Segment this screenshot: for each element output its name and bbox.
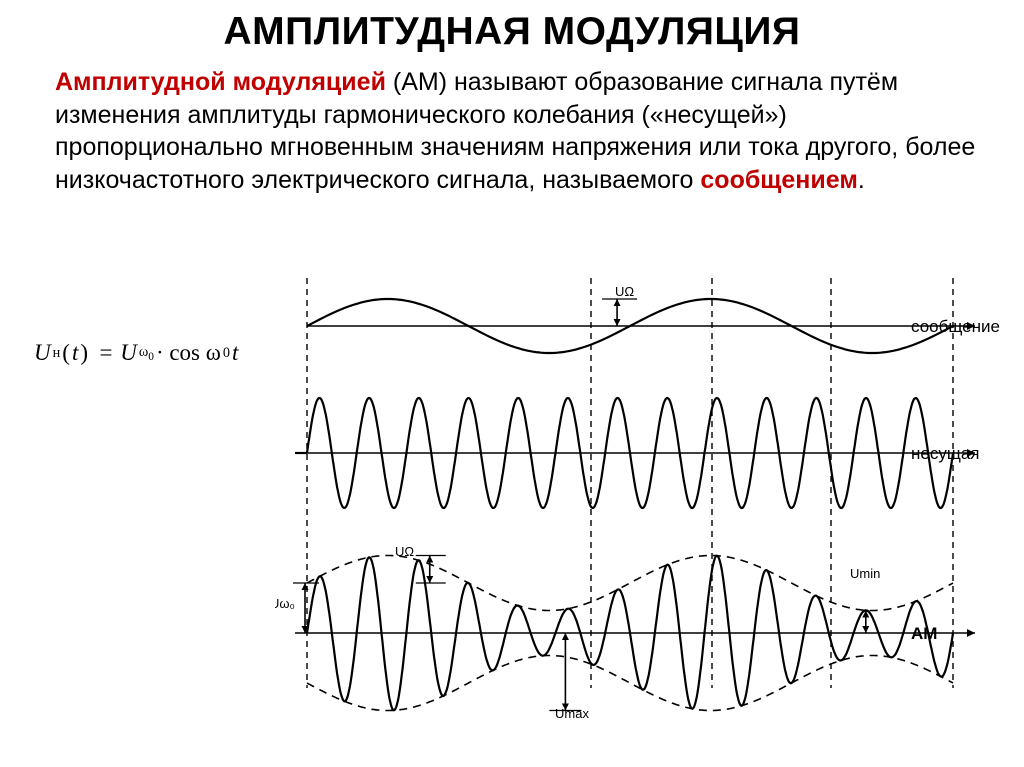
message-label: сообщение bbox=[911, 317, 1000, 337]
page-title: АМПЛИТУДНАЯ МОДУЛЯЦИЯ bbox=[0, 0, 1024, 54]
definition-abbrev: (АМ) bbox=[393, 68, 447, 96]
definition-period: . bbox=[858, 166, 865, 194]
carrier-formula: Uн(t) = Uω0 · cos ω0t bbox=[34, 340, 238, 366]
carrier-label: несущая bbox=[911, 444, 980, 464]
modulation-diagram: UΩUω₀UΩUminUmax сообщение несущая АМ bbox=[275, 278, 995, 753]
svg-text:Umin: Umin bbox=[850, 566, 880, 581]
diagram-svg: UΩ Uω₀ UΩ Umin Umax bbox=[275, 278, 995, 753]
definition-carrier-word: «несущей» bbox=[650, 101, 779, 129]
definition-message-word: сообщением bbox=[700, 166, 857, 194]
svg-text:UΩ: UΩ bbox=[615, 284, 634, 299]
svg-text:Uω₀: Uω₀ bbox=[275, 596, 295, 611]
definition-term: Амплитудной модуляцией bbox=[55, 68, 386, 96]
definition-paragraph: Амплитудной модуляцией (АМ) называют обр… bbox=[0, 54, 1024, 208]
svg-text:Umax: Umax bbox=[555, 706, 589, 721]
am-label: АМ bbox=[911, 624, 937, 644]
svg-text:UΩ: UΩ bbox=[395, 544, 414, 559]
